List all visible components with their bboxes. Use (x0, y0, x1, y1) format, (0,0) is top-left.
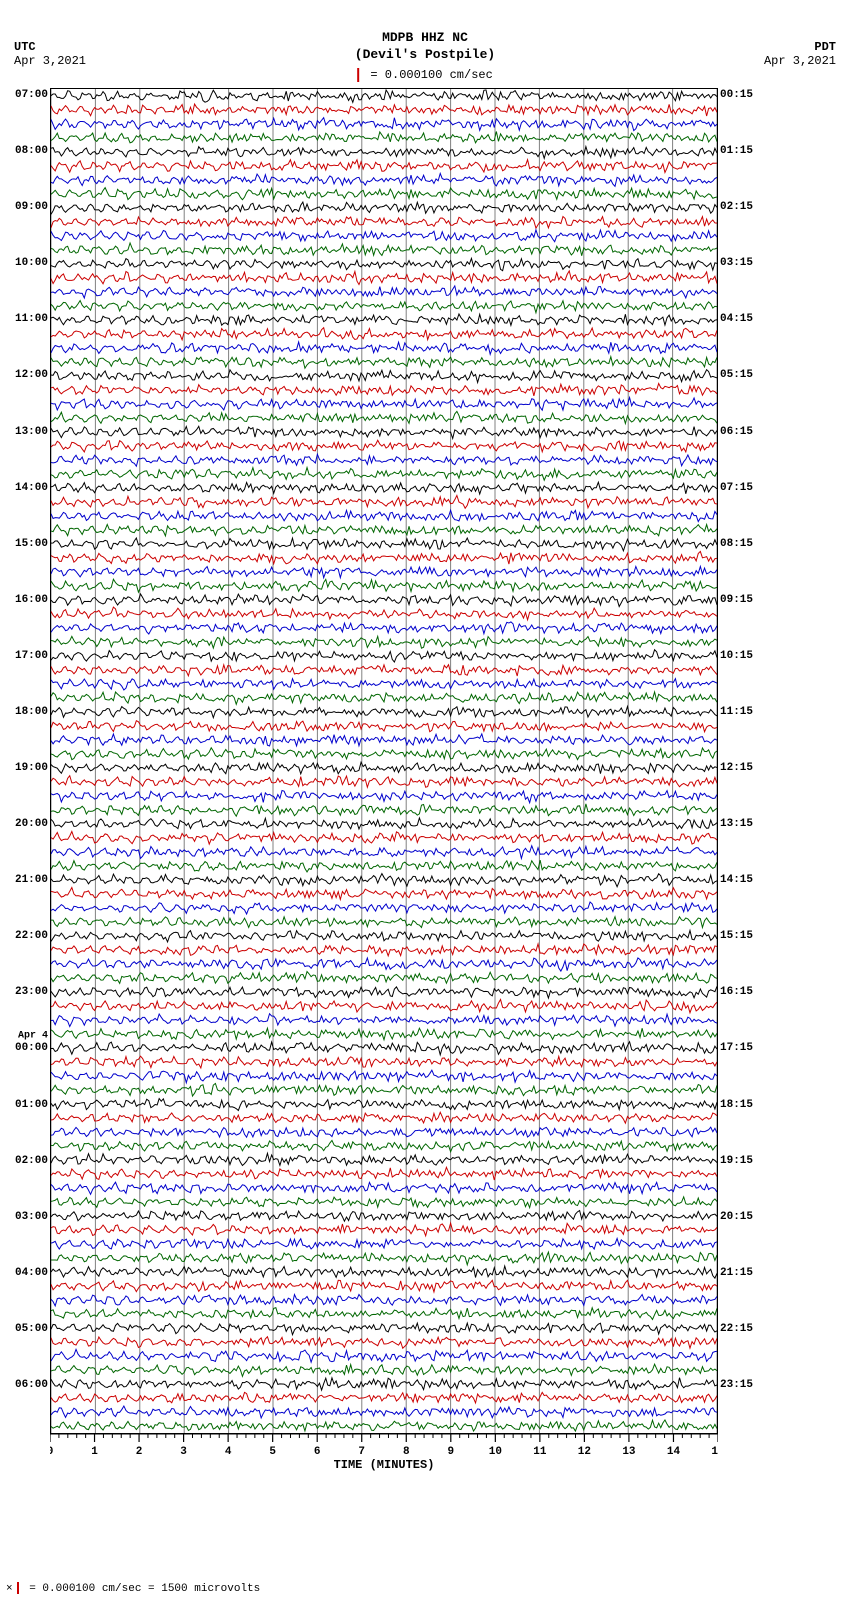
utc-hour-label: 07:00 (15, 89, 48, 101)
utc-hour-label: 23:00 (15, 986, 48, 998)
utc-hour-label: 19:00 (15, 762, 48, 774)
left-time-labels: 07:00 08:00 09:00 10:00 11:00 12:00 13:00 14:00… (8, 88, 48, 1434)
utc-hour-label: 04:00 (15, 1267, 48, 1279)
svg-text:12: 12 (578, 1446, 591, 1456)
local-hour-label: 01:15 (720, 145, 753, 157)
utc-hour-label: 21:00 (15, 874, 48, 886)
local-hour-label: 05:15 (720, 369, 753, 381)
scale-text: = 0.000100 cm/sec (363, 68, 493, 82)
svg-text:11: 11 (533, 1446, 547, 1456)
footer-text: = 0.000100 cm/sec = 1500 microvolts (23, 1583, 261, 1595)
utc-hour-label: 02:00 (15, 1155, 48, 1167)
local-hour-label: 18:15 (720, 1099, 753, 1111)
scale-legend: = 0.000100 cm/sec (357, 68, 493, 82)
local-hour-label: 06:15 (720, 426, 753, 438)
local-hour-label: 10:15 (720, 650, 753, 662)
scale-bar-icon (357, 68, 359, 82)
local-hour-label: 23:15 (720, 1379, 753, 1391)
footer-bar-icon (17, 1582, 19, 1594)
utc-hour-label: 03:00 (15, 1211, 48, 1223)
local-hour-label: 08:15 (720, 538, 753, 550)
svg-text:13: 13 (622, 1446, 636, 1456)
utc-hour-label: 16:00 (15, 594, 48, 606)
svg-text:7: 7 (358, 1446, 365, 1456)
svg-text:4: 4 (225, 1446, 232, 1456)
utc-hour-label: 14:00 (15, 482, 48, 494)
utc-hour-label: 13:00 (15, 426, 48, 438)
local-hour-label: 22:15 (720, 1323, 753, 1335)
local-hour-label: 00:15 (720, 89, 753, 101)
svg-text:0: 0 (50, 1446, 53, 1456)
header: MDPB HHZ NC (Devil's Postpile) (0, 30, 850, 64)
utc-hour-label: 22:00 (15, 930, 48, 942)
right-time-labels: 00:15 01:15 02:15 03:15 04:15 05:15 06:15 07:15… (720, 88, 780, 1434)
local-hour-label: 03:15 (720, 257, 753, 269)
local-hour-label: 04:15 (720, 313, 753, 325)
utc-hour-label: 18:00 (15, 706, 48, 718)
local-hour-label: 20:15 (720, 1211, 753, 1223)
svg-text:10: 10 (489, 1446, 502, 1456)
x-axis: 0123456789101112131415 TIME (MINUTES) (50, 1434, 718, 1484)
local-hour-label: 12:15 (720, 762, 753, 774)
utc-hour-label: 00:00 (15, 1042, 48, 1054)
local-hour-label: 07:15 (720, 482, 753, 494)
local-hour-label: 16:15 (720, 986, 753, 998)
local-hour-label: 11:15 (720, 706, 753, 718)
svg-text:1: 1 (91, 1446, 98, 1456)
svg-text:2: 2 (136, 1446, 143, 1456)
utc-hour-label: 12:00 (15, 369, 48, 381)
svg-text:9: 9 (447, 1446, 454, 1456)
helicorder-plot (50, 88, 718, 1434)
footer-prefix: × (6, 1583, 13, 1595)
local-hour-label: 19:15 (720, 1155, 753, 1167)
local-hour-label: 09:15 (720, 594, 753, 606)
utc-hour-label: 10:00 (15, 257, 48, 269)
local-hour-label: 14:15 (720, 874, 753, 886)
utc-hour-label: 05:00 (15, 1323, 48, 1335)
x-axis-label: TIME (MINUTES) (50, 1458, 718, 1472)
svg-text:6: 6 (314, 1446, 321, 1456)
svg-text:14: 14 (667, 1446, 681, 1456)
svg-text:3: 3 (180, 1446, 187, 1456)
midnight-date-label: Apr 4 (18, 1031, 48, 1042)
utc-hour-label: 01:00 (15, 1099, 48, 1111)
utc-hour-label: 17:00 (15, 650, 48, 662)
utc-hour-label: 11:00 (15, 313, 48, 325)
footer-scale: × = 0.000100 cm/sec = 1500 microvolts (6, 1582, 260, 1595)
station-site: (Devil's Postpile) (0, 47, 850, 64)
local-hour-label: 02:15 (720, 201, 753, 213)
station-code: MDPB HHZ NC (0, 30, 850, 47)
svg-text:15: 15 (711, 1446, 718, 1456)
utc-hour-label: 06:00 (15, 1379, 48, 1391)
local-hour-label: 21:15 (720, 1267, 753, 1279)
svg-text:8: 8 (403, 1446, 410, 1456)
local-hour-label: 17:15 (720, 1042, 753, 1054)
utc-hour-label: 08:00 (15, 145, 48, 157)
local-hour-label: 13:15 (720, 818, 753, 830)
utc-hour-label: 20:00 (15, 818, 48, 830)
utc-hour-label: 15:00 (15, 538, 48, 550)
local-hour-label: 15:15 (720, 930, 753, 942)
svg-text:5: 5 (269, 1446, 276, 1456)
utc-hour-label: 09:00 (15, 201, 48, 213)
